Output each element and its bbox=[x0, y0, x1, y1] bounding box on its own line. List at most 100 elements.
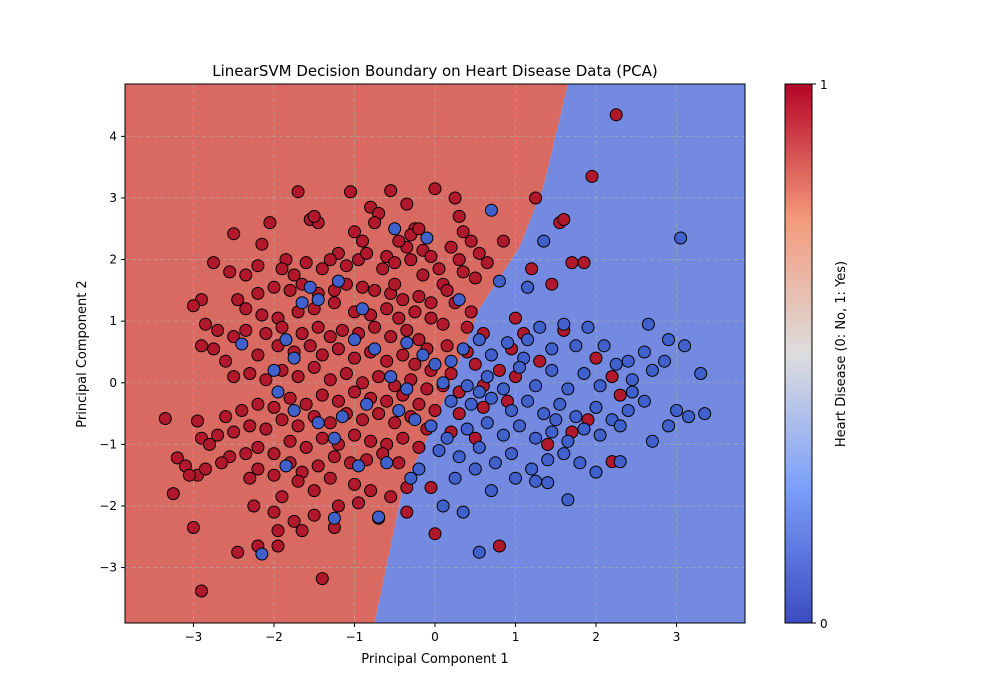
data-point-disease bbox=[460, 320, 474, 334]
data-point-disease bbox=[368, 216, 382, 230]
data-point-disease bbox=[275, 490, 289, 504]
data-point-no-disease bbox=[529, 379, 543, 393]
data-point-disease bbox=[392, 234, 406, 248]
data-point-disease bbox=[605, 370, 619, 384]
data-point-no-disease bbox=[279, 459, 293, 473]
data-point-disease bbox=[529, 191, 543, 205]
data-point-no-disease bbox=[368, 342, 382, 356]
data-point-no-disease bbox=[545, 425, 559, 439]
data-point-disease bbox=[589, 351, 603, 365]
data-point-disease bbox=[356, 280, 369, 294]
y-tick-label: −2 bbox=[99, 499, 117, 513]
data-point-disease bbox=[191, 414, 204, 428]
data-point-disease bbox=[456, 265, 470, 279]
y-axis-ticks: −3 −2 −1 0 1 2 3 4 bbox=[99, 129, 125, 575]
data-point-no-disease bbox=[577, 367, 591, 380]
data-point-disease bbox=[267, 468, 281, 482]
data-point-disease bbox=[335, 323, 349, 337]
data-point-disease bbox=[412, 333, 426, 347]
data-point-no-disease bbox=[589, 400, 603, 414]
data-point-no-disease bbox=[380, 456, 394, 470]
data-point-no-disease bbox=[593, 428, 607, 442]
data-point-disease bbox=[255, 308, 269, 322]
data-point-disease bbox=[182, 468, 196, 482]
data-point-disease bbox=[468, 271, 482, 285]
data-point-disease bbox=[428, 527, 442, 541]
data-point-disease bbox=[283, 283, 297, 297]
data-point-disease bbox=[400, 197, 414, 211]
data-point-no-disease bbox=[525, 462, 539, 476]
data-point-disease bbox=[267, 400, 281, 414]
data-point-disease bbox=[323, 471, 337, 485]
data-point-no-disease bbox=[589, 465, 603, 479]
data-point-no-disease bbox=[521, 394, 535, 408]
data-point-no-disease bbox=[501, 336, 514, 350]
data-point-no-disease bbox=[440, 431, 454, 445]
data-point-disease bbox=[348, 351, 361, 365]
data-point-no-disease bbox=[416, 348, 430, 362]
data-point-disease bbox=[331, 342, 345, 356]
data-point-disease bbox=[440, 339, 454, 353]
data-point-no-disease bbox=[400, 336, 414, 350]
data-point-disease bbox=[440, 283, 454, 297]
data-point-no-disease bbox=[287, 404, 301, 417]
data-point-disease bbox=[199, 317, 212, 331]
data-point-no-disease bbox=[553, 397, 567, 411]
data-point-disease bbox=[251, 348, 265, 362]
x-tick-label: 2 bbox=[592, 630, 600, 644]
data-point-no-disease bbox=[480, 416, 494, 430]
data-point-no-disease bbox=[521, 280, 535, 294]
data-point-disease bbox=[577, 256, 591, 270]
data-point-no-disease bbox=[472, 385, 486, 399]
data-point-no-disease bbox=[452, 293, 466, 307]
data-point-no-disease bbox=[412, 462, 426, 476]
data-point-disease bbox=[388, 416, 402, 430]
data-point-no-disease bbox=[484, 484, 498, 498]
x-tick-label: 0 bbox=[431, 630, 439, 644]
data-point-disease bbox=[323, 330, 337, 344]
data-point-disease bbox=[243, 471, 257, 485]
data-point-no-disease bbox=[609, 357, 623, 371]
decision-region-no-disease bbox=[374, 84, 745, 623]
data-point-disease bbox=[251, 397, 265, 411]
colorbar-tick-min: 0 bbox=[820, 617, 828, 631]
data-point-disease bbox=[299, 440, 313, 454]
x-tick-label: −3 bbox=[185, 630, 203, 644]
data-point-disease bbox=[307, 508, 321, 522]
data-point-no-disease bbox=[271, 385, 285, 399]
data-point-no-disease bbox=[682, 410, 696, 424]
y-tick-label: −1 bbox=[99, 437, 117, 451]
data-point-disease bbox=[444, 240, 458, 254]
data-point-no-disease bbox=[678, 339, 692, 353]
data-point-no-disease bbox=[352, 459, 365, 473]
data-point-disease bbox=[251, 440, 265, 454]
data-point-disease bbox=[315, 431, 329, 445]
data-point-disease bbox=[207, 256, 221, 270]
data-point-disease bbox=[396, 431, 410, 445]
data-point-no-disease bbox=[670, 404, 684, 417]
data-point-no-disease bbox=[488, 456, 502, 470]
data-point-no-disease bbox=[561, 493, 575, 507]
data-point-disease bbox=[303, 339, 317, 353]
data-point-no-disease bbox=[287, 351, 301, 365]
data-point-no-disease bbox=[613, 455, 627, 469]
data-point-disease bbox=[464, 305, 478, 319]
data-point-disease bbox=[424, 311, 438, 325]
data-point-disease bbox=[496, 234, 510, 248]
data-point-no-disease bbox=[420, 231, 434, 245]
y-tick-label: 2 bbox=[109, 253, 117, 267]
data-point-no-disease bbox=[496, 428, 510, 442]
data-point-disease bbox=[356, 376, 369, 390]
data-point-disease bbox=[291, 419, 305, 433]
data-point-disease bbox=[235, 404, 249, 417]
data-point-no-disease bbox=[404, 471, 418, 485]
data-point-disease bbox=[468, 357, 482, 371]
data-point-disease bbox=[323, 416, 337, 430]
data-point-disease bbox=[452, 209, 466, 223]
data-point-no-disease bbox=[428, 357, 442, 371]
data-point-disease bbox=[476, 400, 490, 414]
data-point-disease bbox=[545, 277, 559, 291]
data-point-disease bbox=[420, 382, 434, 396]
data-point-disease bbox=[227, 425, 241, 439]
data-point-no-disease bbox=[674, 231, 688, 245]
